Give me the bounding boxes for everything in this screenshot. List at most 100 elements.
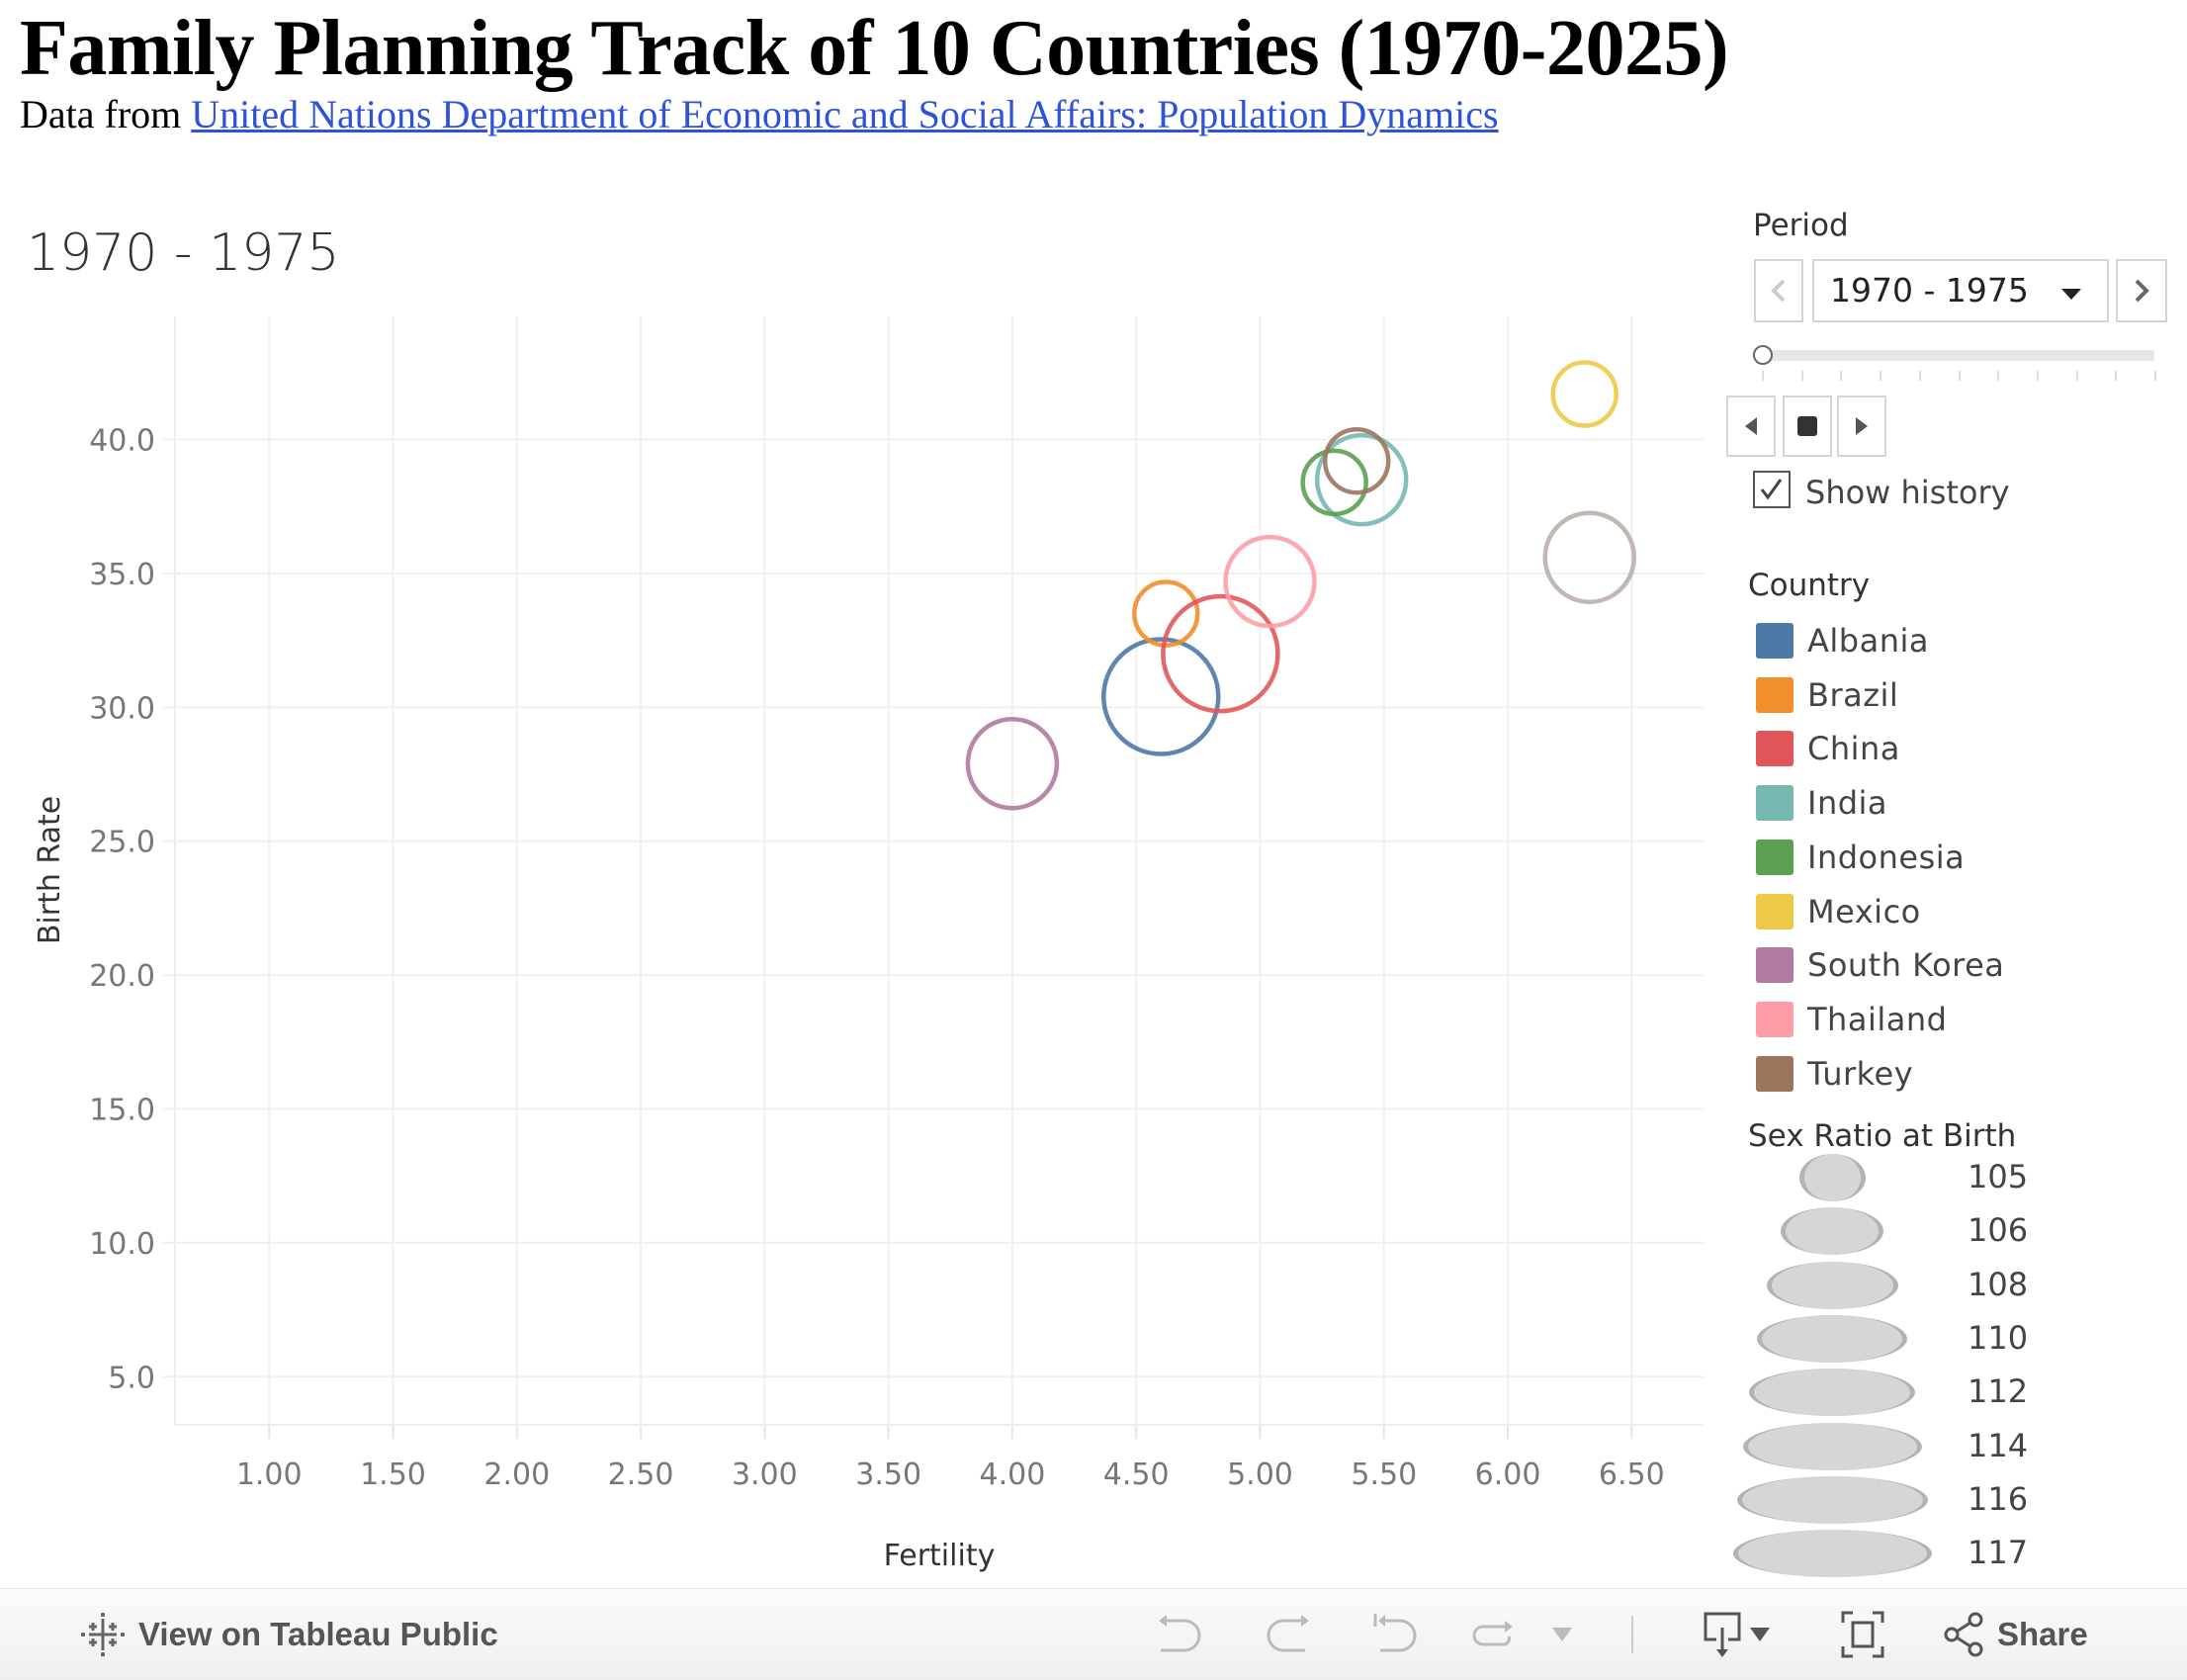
size-legend-item: 117 [1732, 1530, 2028, 1579]
legend-item-albania[interactable]: Albania [1756, 621, 1929, 661]
play-backward-icon [1745, 417, 1757, 435]
bubble-unlabeled[interactable] [1542, 510, 1636, 604]
slider-tick [2115, 371, 2118, 381]
next-period-button[interactable] [2116, 259, 2167, 322]
legend-swatch [1756, 947, 1793, 984]
x-axis-label: Fertility [884, 1539, 996, 1573]
size-legend-label: 110 [1968, 1318, 2029, 1357]
legend-swatch [1756, 839, 1793, 875]
period-dropdown[interactable]: 1970 - 1975 [1812, 259, 2109, 322]
period-dropdown-value: 1970 - 1975 [1830, 271, 2029, 309]
bubble-thailand[interactable] [1223, 534, 1317, 629]
legend-swatch [1756, 785, 1793, 822]
size-legend-shape [1757, 1314, 1907, 1363]
x-tick-label: 6.50 [1599, 1458, 1665, 1492]
slider-tick [1840, 371, 1843, 381]
legend-label: Thailand [1807, 1000, 1948, 1038]
bubble-brazil[interactable] [1132, 579, 1200, 648]
y-tick-label: 30.0 [89, 691, 155, 726]
redo-button[interactable] [1266, 1589, 1311, 1680]
x-tick-label: 3.50 [855, 1458, 921, 1492]
size-legend-label: 116 [1968, 1479, 2029, 1518]
show-history-checkbox[interactable] [1753, 471, 1791, 508]
legend-item-turkey[interactable]: Turkey [1756, 1054, 1913, 1094]
x-axis-ticks: 1.00 1.50 2.00 2.50 3.00 3.50 4.00 4.50 5.00 5.50… [236, 1425, 1665, 1492]
legend-swatch [1756, 623, 1793, 659]
size-legend-item: 114 [1732, 1422, 2028, 1472]
y-tick-label: 25.0 [89, 826, 155, 860]
show-history-label[interactable]: Show history [1805, 474, 2010, 511]
size-legend-item: 108 [1732, 1261, 2028, 1311]
view-on-tableau-button[interactable]: View on Tableau Public [79, 1589, 498, 1680]
chevron-right-icon [2135, 279, 2149, 303]
x-tick-label: 5.00 [1227, 1458, 1293, 1492]
x-tick-label: 6.00 [1475, 1458, 1541, 1492]
legend-label: China [1807, 730, 1900, 768]
y-tick-label: 5.0 [108, 1361, 155, 1395]
fullscreen-button[interactable] [1841, 1589, 1884, 1680]
legend-item-brazil[interactable]: Brazil [1756, 675, 1898, 715]
revert-button[interactable] [1372, 1589, 1418, 1680]
play-backward-button[interactable] [1726, 396, 1776, 457]
period-slider-thumb[interactable] [1753, 345, 1773, 365]
play-forward-button[interactable] [1837, 396, 1886, 457]
share-label: Share [1997, 1616, 2088, 1652]
y-tick-label: 15.0 [89, 1093, 155, 1127]
legend-label: Indonesia [1807, 838, 1966, 876]
y-tick-label: 40.0 [89, 424, 155, 459]
legend-swatch [1756, 893, 1793, 929]
legend-item-india[interactable]: India [1756, 783, 1887, 823]
previous-period-button[interactable] [1754, 259, 1803, 322]
data-source-link[interactable]: United Nations Department of Economic an… [191, 92, 1499, 136]
legend-item-indonesia[interactable]: Indonesia [1756, 838, 1965, 877]
bubble-south-korea[interactable] [965, 716, 1060, 811]
slider-tick [2154, 371, 2156, 381]
bubble-turkey[interactable] [1322, 426, 1391, 495]
undo-button[interactable] [1157, 1589, 1202, 1680]
gridlines [163, 316, 1704, 1426]
stop-icon [1797, 416, 1817, 436]
refresh-options-dropdown[interactable] [1552, 1589, 1572, 1680]
x-tick-label: 2.50 [608, 1458, 674, 1492]
period-slider-track[interactable] [1762, 350, 2154, 361]
caret-down-icon [1750, 1628, 1770, 1641]
bubble-india[interactable] [1314, 432, 1409, 527]
subtitle-prefix: Data from [20, 92, 192, 136]
refresh-button[interactable] [1471, 1589, 1517, 1680]
revert-icon [1373, 1614, 1417, 1652]
caret-down-icon [1552, 1628, 1572, 1641]
y-axis-label: Birth Rate [33, 796, 67, 944]
chevron-left-icon [1771, 279, 1786, 303]
undo-icon [1159, 1615, 1201, 1652]
legend-swatch [1756, 676, 1793, 713]
legend-swatch [1756, 731, 1793, 767]
slider-tick [1880, 371, 1882, 381]
size-legend-item: 112 [1732, 1369, 2028, 1418]
bubble-albania[interactable] [1101, 637, 1221, 756]
checkmark-icon [1760, 479, 1783, 500]
legend-item-china[interactable]: China [1756, 729, 1900, 768]
stop-button[interactable] [1783, 396, 1832, 457]
size-legend-label: 108 [1968, 1265, 2029, 1303]
slider-tick [1800, 371, 1803, 381]
country-legend-title: Country [1748, 568, 1871, 603]
size-legend-label: 117 [1968, 1534, 2029, 1572]
legend-item-thailand[interactable]: Thailand [1756, 1000, 1947, 1039]
share-button[interactable]: Share [1944, 1589, 2088, 1680]
slider-tick [1762, 371, 1764, 381]
size-legend-item: 105 [1732, 1154, 2028, 1203]
fullscreen-icon [1841, 1611, 1884, 1658]
legend-item-south-korea[interactable]: South Korea [1756, 945, 2004, 985]
size-legend-label: 114 [1968, 1426, 2029, 1464]
bubble-china[interactable] [1161, 593, 1280, 714]
x-tick-label: 4.00 [980, 1458, 1046, 1492]
period-label: Period [1753, 208, 1849, 243]
bubble-indonesia[interactable] [1300, 448, 1368, 517]
download-button[interactable] [1703, 1589, 1770, 1680]
legend-label: Albania [1807, 622, 1929, 660]
bubble-mexico[interactable] [1550, 360, 1618, 428]
tableau-toolbar: View on Tableau Public Share [0, 1588, 2187, 1680]
chart-period-heading: 1970 - 1975 [27, 223, 340, 283]
page-title: Family Planning Track of 10 Countries (1… [20, 5, 1729, 92]
legend-item-mexico[interactable]: Mexico [1756, 892, 1921, 931]
